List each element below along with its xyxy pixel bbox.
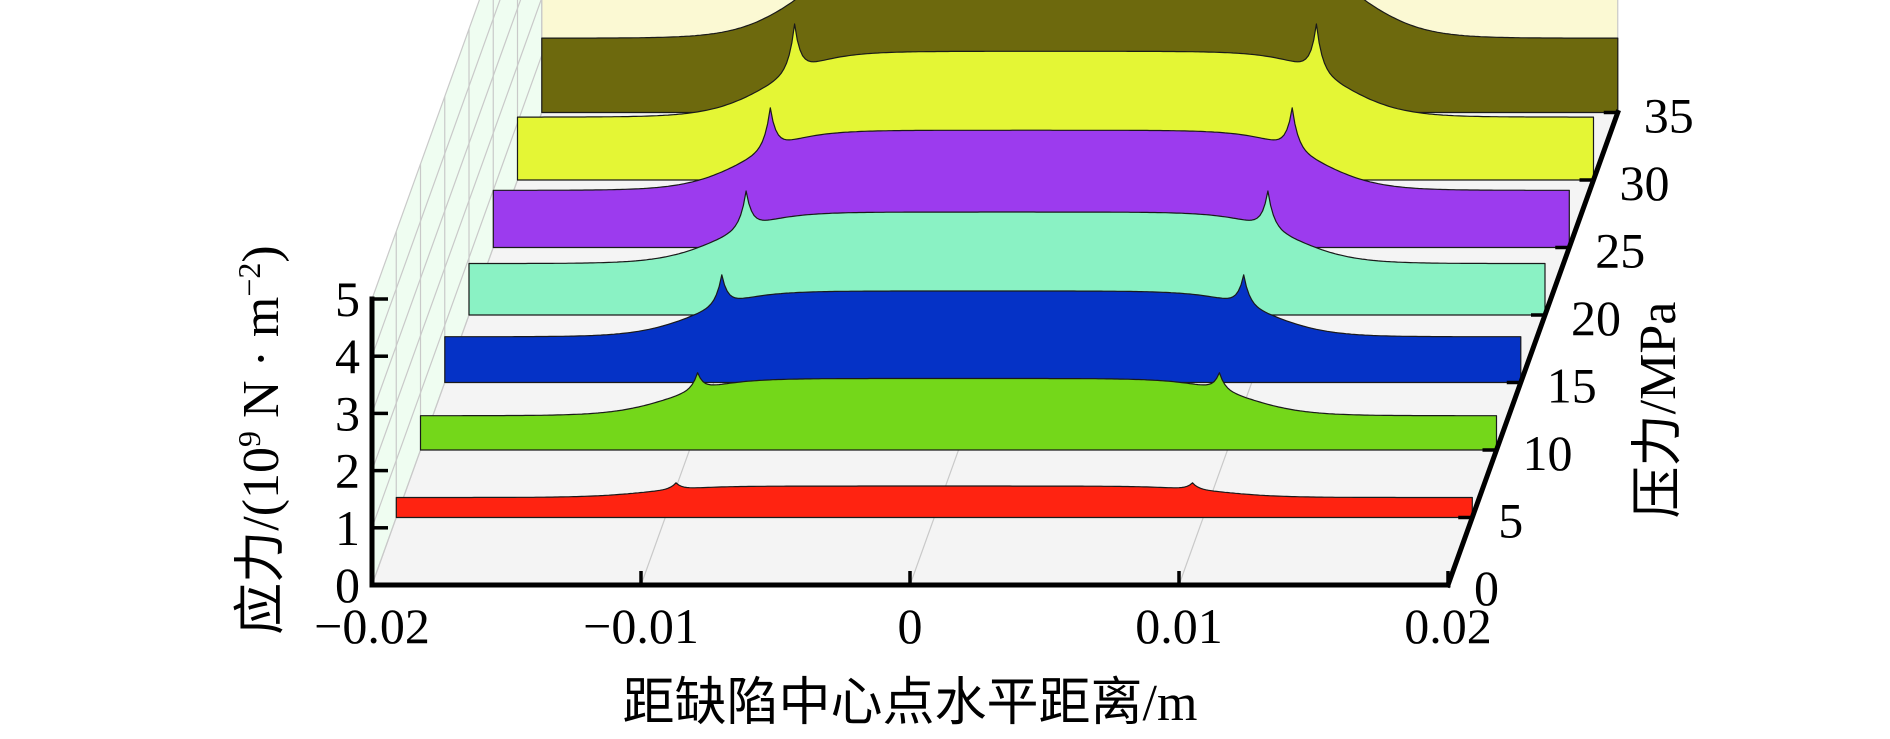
grid-line xyxy=(371,0,522,414)
x-tick-label: 0 xyxy=(898,598,923,654)
z-tick-label: 0 xyxy=(335,557,360,613)
series-15mpa xyxy=(444,274,1522,384)
chart-labels: −0.02 −0.01 0 0.01 0.0201234505101520253035距… xyxy=(231,88,1694,733)
y-axis-title: 压力/MPa xyxy=(1630,302,1687,519)
z-tick-label: 1 xyxy=(335,500,360,556)
z-title-text: N · m xyxy=(233,297,290,431)
grid-line xyxy=(371,0,542,471)
z-tick-label: 2 xyxy=(335,443,360,499)
y-tick-label: 35 xyxy=(1644,88,1694,144)
y-tick-label: 25 xyxy=(1595,223,1645,279)
x-tick-label: −0.01 xyxy=(583,598,699,654)
z-tick-label: 4 xyxy=(335,328,360,384)
series-20mpa xyxy=(468,190,1546,316)
grid-line xyxy=(371,0,501,357)
y-tick-label: 0 xyxy=(1474,560,1499,616)
z-tick-label: 5 xyxy=(335,271,360,327)
z-title-text: 应力/(10 xyxy=(233,447,290,635)
z-title-superscript: −2 xyxy=(231,263,267,297)
y-tick-label: 10 xyxy=(1523,425,1573,481)
series-5mpa xyxy=(395,482,1473,519)
series-10mpa xyxy=(419,372,1498,451)
z-title-superscript: 9 xyxy=(231,431,267,447)
chart-axes xyxy=(369,109,1621,589)
y-tick-label: 30 xyxy=(1620,155,1670,211)
grid-line xyxy=(371,0,481,300)
z-tick-label: 3 xyxy=(335,385,360,441)
y-tick-label: 5 xyxy=(1498,493,1523,549)
series-25mpa xyxy=(492,107,1570,249)
chart-series xyxy=(395,0,1619,519)
x-axis-title: 距缺陷中心点水平距离/m xyxy=(623,675,1198,732)
x-tick-label: 0.02 xyxy=(1404,598,1492,654)
y-tick-label: 15 xyxy=(1547,358,1597,414)
x-tick-label: −0.02 xyxy=(314,598,430,654)
y-axis-line xyxy=(1444,109,1621,589)
x-tick-label: 0.01 xyxy=(1135,598,1223,654)
y-tick-label: 20 xyxy=(1571,290,1621,346)
z-axis-title: 应力/(109 N · m−2) xyxy=(231,245,290,634)
grid-line xyxy=(371,55,543,529)
z-title-text: ) xyxy=(233,245,290,262)
